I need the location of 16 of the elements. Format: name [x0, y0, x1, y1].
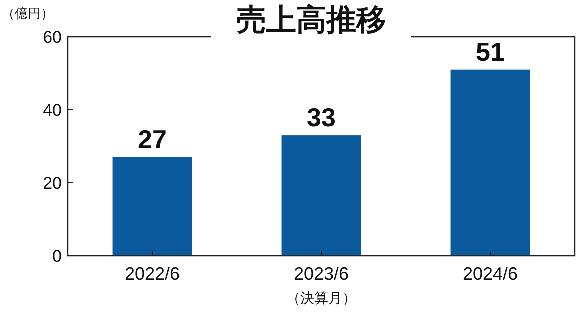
y-axis-title: （億円）: [2, 6, 54, 21]
bar: [112, 157, 192, 256]
y-tick-label: 0: [52, 247, 62, 266]
x-tick-label: 2024/6: [462, 264, 518, 284]
chart-title: 売上高推移: [236, 3, 386, 37]
y-tick-label: 20: [43, 174, 62, 193]
bar: [450, 70, 530, 256]
data-label: 33: [307, 102, 336, 133]
x-axis-title: （決算月）: [286, 290, 356, 306]
y-tick-label: 40: [43, 101, 62, 120]
bar: [282, 136, 362, 256]
data-label: 27: [138, 124, 167, 154]
x-tick-label: 2022/6: [124, 264, 180, 284]
x-tick-label: 2023/6: [294, 264, 350, 284]
data-label: 51: [476, 36, 505, 67]
y-tick-label: 60: [43, 28, 62, 47]
